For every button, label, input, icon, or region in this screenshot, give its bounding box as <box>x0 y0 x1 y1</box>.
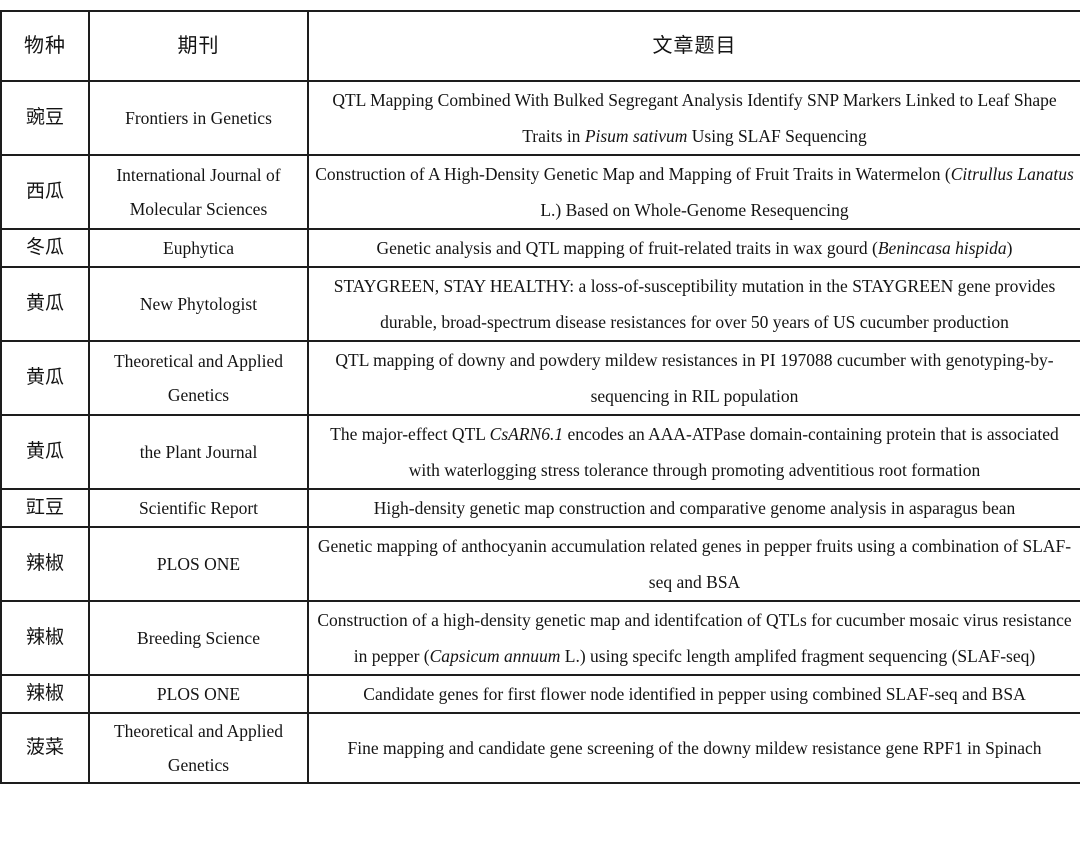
table-row: 西瓜 International Journal of Molecular Sc… <box>0 154 1080 230</box>
column-header-journal: 期刊 <box>88 10 309 82</box>
article-title-cell: Fine mapping and candidate gene screenin… <box>307 712 1080 784</box>
species-cell: 冬瓜 <box>0 228 90 268</box>
journal-cell: Breeding Science <box>88 600 309 676</box>
article-title-cell: The major-effect QTL CsARN6.1 encodes an… <box>307 414 1080 490</box>
species-cell: 西瓜 <box>0 154 90 230</box>
article-title-cell: Genetic mapping of anthocyanin accumulat… <box>307 526 1080 602</box>
journal-cell: Scientific Report <box>88 488 309 528</box>
article-title-cell: High-density genetic map construction an… <box>307 488 1080 528</box>
journal-cell: Euphytica <box>88 228 309 268</box>
table-row: 辣椒 PLOS ONE Genetic mapping of anthocyan… <box>0 526 1080 602</box>
species-cell: 豇豆 <box>0 488 90 528</box>
table-row: 豌豆 Frontiers in Genetics QTL Mapping Com… <box>0 80 1080 156</box>
species-cell: 黄瓜 <box>0 266 90 342</box>
journal-cell: International Journal of Molecular Scien… <box>88 154 309 230</box>
table-row: 黄瓜 New Phytologist STAYGREEN, STAY HEALT… <box>0 266 1080 342</box>
header-row: 物种 期刊 文章题目 <box>0 10 1080 82</box>
journal-cell: PLOS ONE <box>88 526 309 602</box>
table-row: 黄瓜 the Plant Journal The major-effect QT… <box>0 414 1080 490</box>
table-row: 辣椒 PLOS ONE Candidate genes for first fl… <box>0 674 1080 714</box>
article-title-cell: Genetic analysis and QTL mapping of frui… <box>307 228 1080 268</box>
species-cell: 菠菜 <box>0 712 90 784</box>
journal-cell: Theoretical and Applied Genetics <box>88 340 309 416</box>
table-row: 冬瓜 Euphytica Genetic analysis and QTL ma… <box>0 228 1080 268</box>
column-header-title: 文章题目 <box>307 10 1080 82</box>
species-cell: 黄瓜 <box>0 340 90 416</box>
table-row: 辣椒 Breeding Science Construction of a hi… <box>0 600 1080 676</box>
species-cell: 辣椒 <box>0 526 90 602</box>
species-cell: 辣椒 <box>0 674 90 714</box>
article-title-cell: STAYGREEN, STAY HEALTHY: a loss-of-susce… <box>307 266 1080 342</box>
table-row: 豇豆 Scientific Report High-density geneti… <box>0 488 1080 528</box>
table-row: 菠菜 Theoretical and Applied Genetics Fine… <box>0 712 1080 784</box>
article-title-cell: Construction of a high-density genetic m… <box>307 600 1080 676</box>
article-title-cell: Candidate genes for first flower node id… <box>307 674 1080 714</box>
species-cell: 豌豆 <box>0 80 90 156</box>
article-title-cell: QTL mapping of downy and powdery mildew … <box>307 340 1080 416</box>
journal-cell: Theoretical and Applied Genetics <box>88 712 309 784</box>
publication-table: 物种 期刊 文章题目 豌豆 Frontiers in Genetics QTL … <box>0 10 1080 784</box>
journal-cell: the Plant Journal <box>88 414 309 490</box>
table-row: 黄瓜 Theoretical and Applied Genetics QTL … <box>0 340 1080 416</box>
article-title-cell: QTL Mapping Combined With Bulked Segrega… <box>307 80 1080 156</box>
column-header-species: 物种 <box>0 10 90 82</box>
journal-cell: New Phytologist <box>88 266 309 342</box>
species-cell: 黄瓜 <box>0 414 90 490</box>
journal-cell: PLOS ONE <box>88 674 309 714</box>
journal-cell: Frontiers in Genetics <box>88 80 309 156</box>
article-title-cell: Construction of A High-Density Genetic M… <box>307 154 1080 230</box>
species-cell: 辣椒 <box>0 600 90 676</box>
